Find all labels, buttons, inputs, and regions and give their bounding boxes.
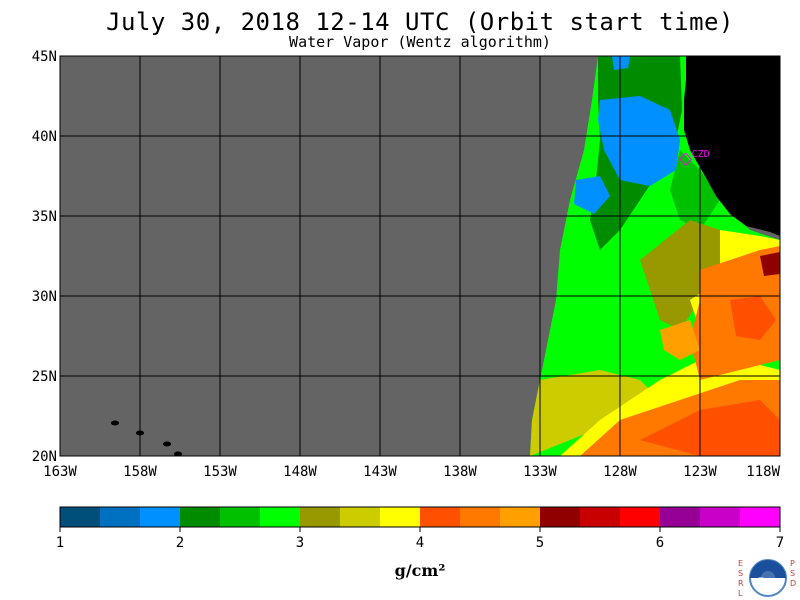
svg-text:D: D	[790, 579, 796, 588]
colorbar-swatch-2	[140, 507, 181, 527]
lon-label-163W: 163W	[43, 464, 77, 480]
map-axis-labels: 20N 25N 30N 35N 40N 45N 163W 158W 153W 148W 143W 13…	[32, 49, 781, 480]
land-mass	[684, 56, 780, 236]
colorbar-label-4: 4	[416, 535, 424, 551]
moist-blue-top	[612, 56, 630, 70]
map-frame	[59, 55, 781, 457]
yellow-green-south	[530, 370, 660, 456]
colorbar-label-7: 7	[776, 535, 784, 551]
colorbar-label-3: 3	[296, 535, 304, 551]
svg-text:L: L	[738, 589, 743, 598]
swath-medgreen	[670, 150, 720, 230]
colorbar-swatch-5	[260, 507, 301, 527]
moist-blue-north	[598, 96, 680, 186]
lat-label-30N: 30N	[32, 289, 57, 305]
colorbar-swatch-0	[60, 507, 101, 527]
colorbar-label-2: 2	[176, 535, 184, 551]
map-field	[60, 56, 780, 457]
lon-label-133W: 133W	[523, 464, 557, 480]
colorbar-swatch-11	[500, 507, 541, 527]
colorbar-label-5: 5	[536, 535, 544, 551]
colorbar-swatch-14	[620, 507, 661, 527]
svg-text:S: S	[738, 569, 743, 578]
chart-title: July 30, 2018 12-14 UTC (Orbit start tim…	[106, 8, 734, 36]
colorbar-swatch-17	[740, 507, 781, 527]
colorbar-swatch-15	[660, 507, 701, 527]
colorbar-swatch-9	[420, 507, 461, 527]
colorbar-swatch-1	[100, 507, 141, 527]
olive-band	[640, 220, 740, 330]
colorbar-swatch-6	[300, 507, 341, 527]
lat-label-40N: 40N	[32, 129, 57, 145]
hawaii-island-2	[163, 441, 171, 447]
hawaii-island-3	[174, 451, 182, 457]
svg-text:E: E	[738, 559, 743, 568]
colorbar-swatch-13	[580, 507, 621, 527]
lon-label-128W: 128W	[603, 464, 637, 480]
lon-label-153W: 153W	[203, 464, 237, 480]
svg-text:P: P	[790, 559, 795, 568]
colorbar-swatch-3	[180, 507, 221, 527]
lat-label-45N: 45N	[32, 49, 57, 65]
moist-blue-west	[574, 176, 610, 214]
chart-subtitle: Water Vapor (Wentz algorithm)	[289, 33, 551, 51]
lon-label-158W: 158W	[123, 464, 157, 480]
colorbar-swatch-10	[460, 507, 501, 527]
hawaii-island-0	[111, 420, 119, 426]
svg-text:R: R	[738, 579, 744, 588]
colorbar-units: g/cm²	[394, 561, 446, 580]
lat-label-35N: 35N	[32, 209, 57, 225]
lon-label-118W: 118W	[746, 464, 780, 480]
station-label: CZD	[692, 149, 710, 160]
colorbar-swatch-16	[700, 507, 741, 527]
colorbar-swatch-8	[380, 507, 421, 527]
amber-patch	[660, 320, 700, 360]
colorbar-label-6: 6	[656, 535, 664, 551]
station-marker	[678, 152, 693, 166]
red-orange-south	[640, 400, 780, 456]
lon-label-138W: 138W	[443, 464, 477, 480]
colorbar: 1 2 3 4 5 6 7	[56, 506, 784, 551]
colorbar-label-1: 1	[56, 535, 64, 551]
map-gridlines: CZD	[59, 55, 781, 457]
darkred-patch	[760, 252, 780, 276]
colorbar-swatch-4	[220, 507, 261, 527]
lon-label-143W: 143W	[363, 464, 397, 480]
noaa-esrl-psd-logo: E S R L P S D	[738, 559, 796, 598]
red-orange-mid	[730, 296, 776, 340]
colorbar-swatch-7	[340, 507, 381, 527]
colorbar-swatch-12	[540, 507, 581, 527]
svg-text:S: S	[790, 569, 795, 578]
lon-label-123W: 123W	[683, 464, 717, 480]
lon-label-148W: 148W	[283, 464, 317, 480]
lat-label-20N: 20N	[32, 449, 57, 465]
lat-label-25N: 25N	[32, 369, 57, 385]
